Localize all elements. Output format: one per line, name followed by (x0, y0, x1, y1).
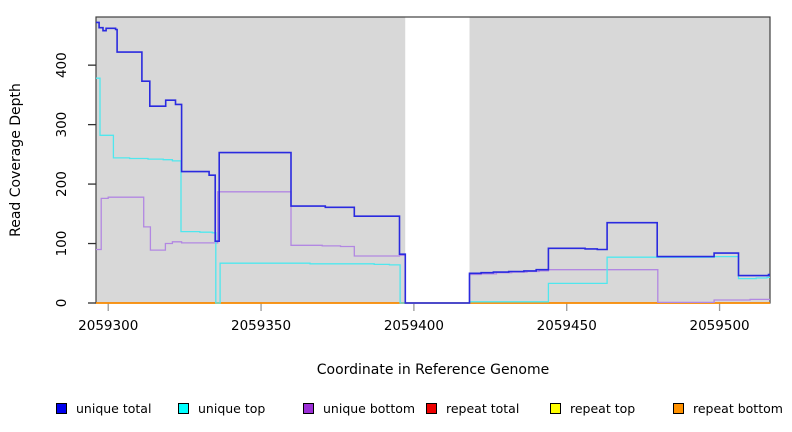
x-tick-label: 2059500 (690, 318, 750, 334)
y-tick-label: 300 (54, 112, 70, 138)
y-tick-label: 200 (54, 171, 70, 197)
x-axis-title: Coordinate in Reference Genome (317, 362, 550, 378)
legend-item-repeat-top: repeat top (550, 399, 635, 417)
legend-label: unique total (76, 400, 152, 416)
plot-gap-region (405, 17, 470, 303)
series-line-unique-total (96, 21, 770, 304)
legend-label: unique bottom (323, 400, 416, 416)
legend-item-unique-top: unique top (178, 399, 265, 417)
y-tick-label: 100 (54, 231, 70, 257)
legend-swatch-icon (178, 402, 189, 414)
x-tick-label: 2059400 (384, 318, 444, 334)
y-axis-title: Read Coverage Depth (8, 83, 24, 237)
legend-swatch-icon (56, 402, 67, 414)
legend-item-unique-bottom: unique bottom (303, 399, 415, 417)
plot-shaded-region (469, 17, 770, 303)
legend-swatch-icon (303, 402, 314, 414)
x-tick-label: 2059300 (78, 318, 138, 334)
coverage-chart: 2059300 2059350 2059400 2059450 2059500 0 100 2… (8, 16, 771, 378)
legend-item-unique-total: unique total (56, 399, 151, 417)
y-tick-label: 400 (54, 52, 70, 78)
legend-label: repeat bottom (693, 400, 783, 416)
legend-item-repeat-bottom: repeat bottom (673, 399, 783, 417)
legend-swatch-icon (673, 402, 684, 414)
x-tick-label: 2059350 (231, 318, 291, 334)
x-tick-label: 2059450 (537, 318, 597, 334)
legend-label: repeat top (570, 400, 636, 416)
legend-label: unique top (198, 400, 266, 416)
legend-swatch-icon (426, 402, 437, 414)
legend: unique total unique top unique bottom repea… (0, 399, 792, 419)
y-tick-label: 0 (54, 299, 70, 308)
legend-swatch-icon (550, 402, 561, 414)
series-line-unique-bottom (96, 191, 770, 304)
legend-label: repeat total (446, 400, 520, 416)
legend-item-repeat-total: repeat total (426, 399, 519, 417)
